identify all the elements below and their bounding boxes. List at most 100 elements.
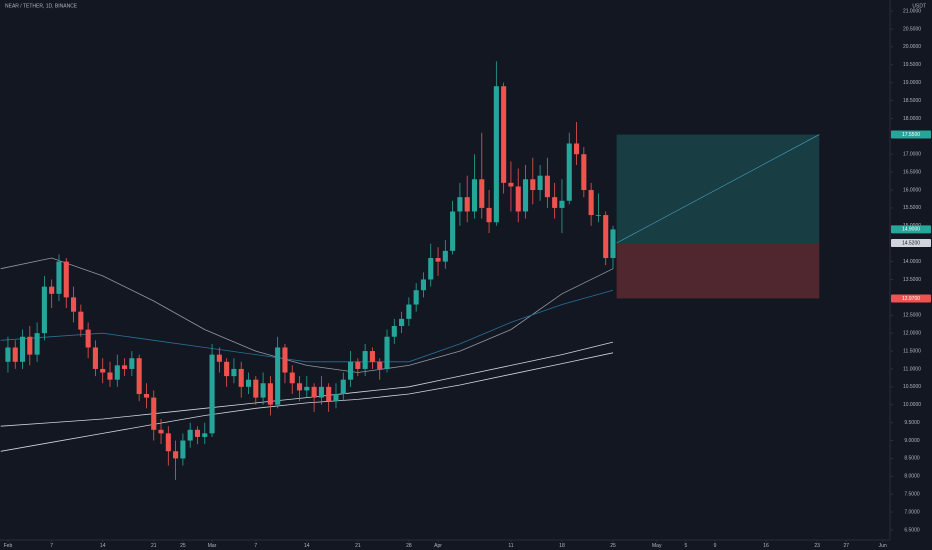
candle-body (471, 179, 478, 212)
x-tick-label: 27 (843, 543, 849, 549)
candle-body (194, 429, 201, 437)
candle-body (304, 386, 310, 391)
x-tick-label: 7 (50, 543, 53, 549)
candle-body (384, 336, 390, 369)
x-tick-label: 16 (763, 543, 769, 549)
candle-body (122, 365, 128, 369)
y-tick-label: 10.0000 (903, 402, 921, 408)
candle-body (151, 397, 157, 430)
entry-tag (891, 238, 931, 247)
entry-tag-label: 14.5200 (902, 240, 920, 246)
candle-body (566, 143, 572, 201)
candle-body (362, 351, 368, 369)
candle-body (333, 393, 339, 402)
candle-body (216, 354, 222, 362)
y-tick-label: 11.5000 (903, 348, 921, 354)
candle-body (71, 297, 77, 312)
x-tick-label: 9 (714, 543, 717, 549)
candle-body (391, 326, 397, 337)
candle-body (136, 358, 142, 394)
x-tick-label: 14 (100, 543, 106, 549)
candle-body (530, 179, 536, 191)
candle-body (158, 429, 164, 434)
candle-body (209, 354, 215, 434)
candle-body (457, 197, 463, 212)
candle-body (588, 190, 594, 216)
candle-body (595, 215, 601, 216)
candle-body (340, 379, 346, 394)
candle-body (442, 250, 448, 262)
candle-body (435, 258, 441, 262)
candle-body (552, 197, 558, 208)
candle-body (479, 179, 485, 208)
y-tick-label: 17.0000 (903, 152, 921, 158)
candle-body (114, 365, 120, 380)
x-tick-label: Mar (208, 543, 217, 549)
candle-body (187, 429, 193, 441)
candle-body (260, 383, 266, 398)
candle-body (238, 368, 244, 387)
y-tick-label: 16.0000 (903, 187, 921, 193)
candle-body (85, 329, 91, 348)
candle-body (5, 347, 11, 362)
candle-body (56, 261, 62, 294)
y-tick-label: 12.0000 (903, 330, 921, 336)
candle-body (231, 368, 237, 377)
candle-body (355, 361, 361, 369)
last-price-tag-label: 14.9000 (902, 227, 920, 233)
y-tick-label: 12.5000 (903, 313, 921, 319)
candle-body (224, 361, 230, 377)
x-tick-label: 11 (508, 543, 513, 549)
candle-body (318, 386, 324, 398)
candle-body (275, 347, 281, 405)
candle-body (143, 393, 150, 398)
x-tick-label: 14 (304, 543, 310, 549)
candle-body (348, 361, 354, 380)
y-tick-label: 8.5000 (904, 456, 920, 462)
candle-body (493, 86, 499, 223)
candle-body (311, 386, 317, 398)
candle-body (78, 311, 84, 330)
candle-body (413, 290, 419, 305)
candle-body (129, 358, 135, 369)
candle-body (27, 336, 33, 355)
candle-body (245, 379, 252, 387)
x-tick-label: 7 (254, 543, 257, 549)
candle-body (34, 333, 40, 355)
candle-body (450, 211, 456, 251)
candle-body (92, 347, 98, 369)
y-tick-label: 9.0000 (904, 438, 920, 444)
x-tick-label: 23 (814, 543, 820, 549)
candle-body (41, 286, 47, 334)
y-tick-label: 19.5000 (903, 62, 921, 68)
y-tick-label: 14.0000 (903, 259, 921, 265)
y-tick-label: 9.5000 (904, 420, 920, 426)
y-tick-label: 19.0000 (903, 80, 921, 86)
candle-body (537, 175, 543, 191)
moving-average (0, 289, 614, 363)
candle-body (420, 279, 427, 291)
x-tick-label: 25 (610, 543, 616, 549)
candle-body (603, 215, 609, 259)
candle-body (581, 154, 587, 191)
x-tick-label: Apr (434, 543, 442, 549)
candle-body (377, 361, 383, 369)
x-tick-label: 5 (684, 543, 687, 549)
candle-body (544, 175, 550, 198)
candle-body (180, 440, 186, 459)
candle-body (508, 182, 514, 187)
y-tick-label: 18.5000 (903, 98, 921, 104)
candle-body (486, 207, 492, 223)
candle-body (49, 286, 55, 294)
candle-body (289, 372, 295, 384)
y-tick-label: 18.0000 (903, 116, 921, 122)
candle-body (267, 383, 273, 405)
target-tag (891, 130, 931, 139)
candle-body (326, 386, 332, 402)
chart-title: NEAR / TETHER, 1D, BINANCE (5, 3, 78, 9)
x-tick-label: 18 (559, 543, 565, 549)
candle-body (173, 451, 179, 459)
target-tag-label: 17.5500 (902, 132, 920, 138)
